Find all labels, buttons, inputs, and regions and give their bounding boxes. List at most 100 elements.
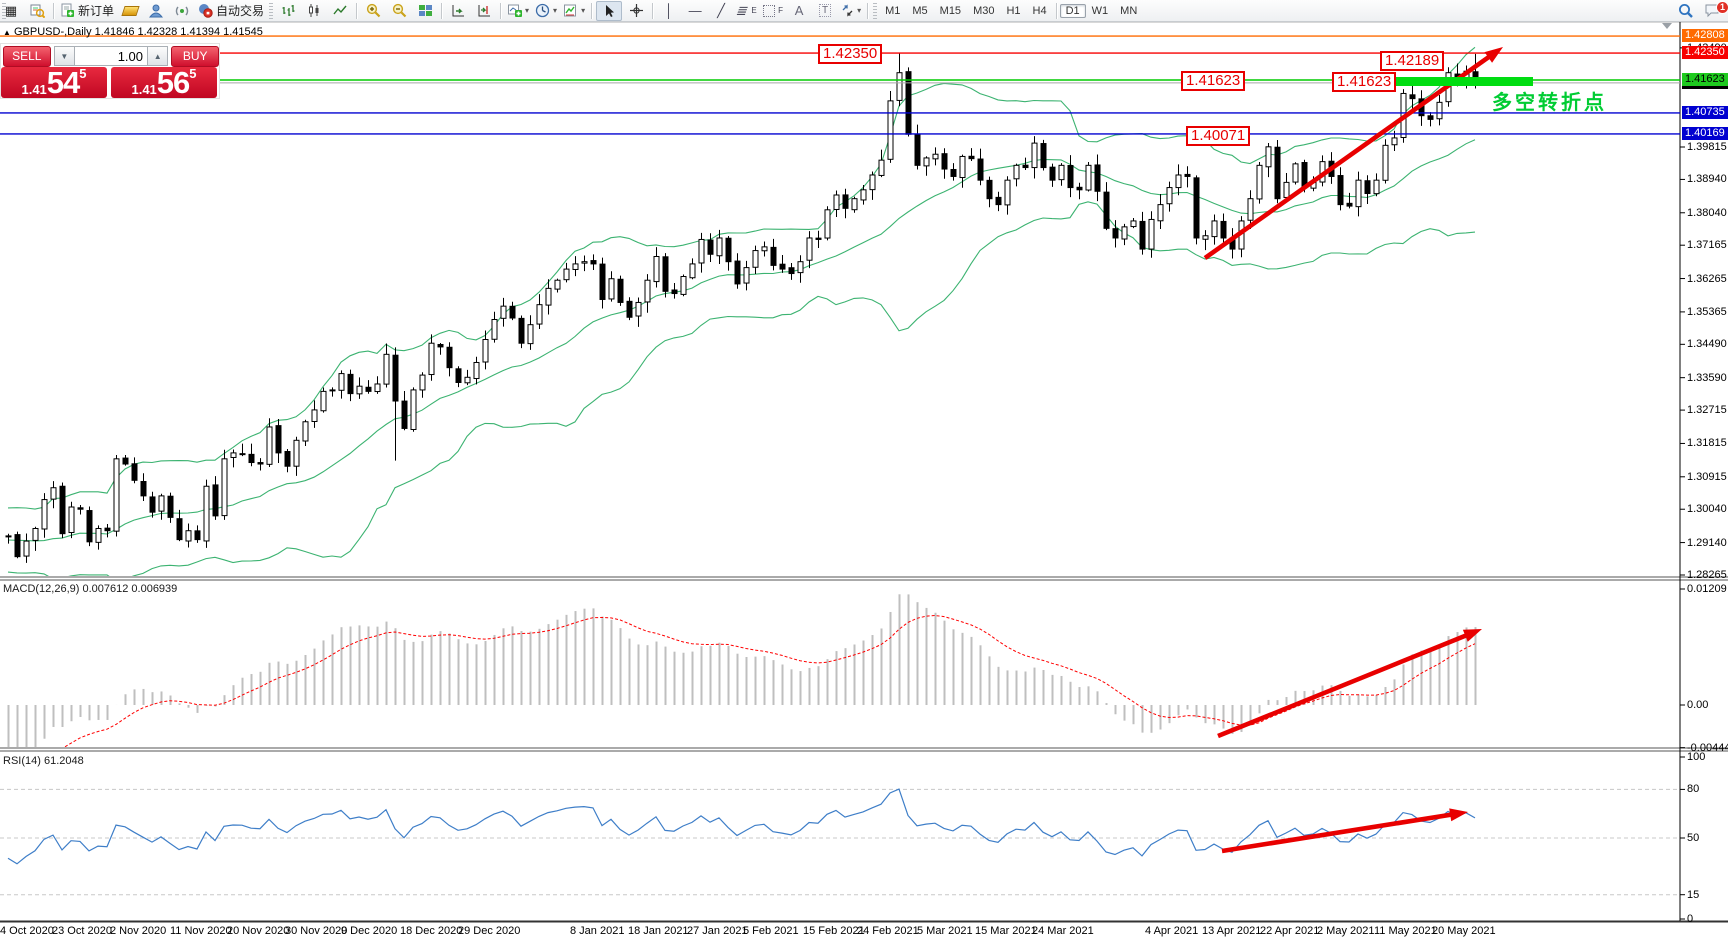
macd-tick--0.004446: -0.004446 bbox=[1687, 742, 1728, 754]
candle-body bbox=[23, 540, 30, 557]
candle-body bbox=[239, 453, 246, 456]
timeframe-m1[interactable]: M1 bbox=[885, 4, 901, 17]
date-label: 11 Nov 2020 bbox=[170, 925, 232, 937]
chart-shift-button[interactable] bbox=[472, 2, 496, 20]
buy-price-prefix: 1.41 bbox=[131, 82, 157, 97]
chart-window-icon[interactable]: ▦ bbox=[0, 2, 23, 20]
text-tool[interactable]: A bbox=[787, 2, 811, 20]
shapes-arrows-icon bbox=[842, 4, 853, 17]
buy-button[interactable]: BUY bbox=[171, 45, 219, 67]
candle-body bbox=[1166, 187, 1173, 205]
deposit-button[interactable] bbox=[118, 2, 142, 20]
candle-body bbox=[86, 510, 93, 543]
volume-increase-button[interactable]: ▲ bbox=[147, 46, 169, 66]
market-watch-button[interactable] bbox=[25, 2, 49, 20]
timeframe-m15[interactable]: M15 bbox=[939, 4, 962, 17]
search-button[interactable] bbox=[1674, 2, 1698, 20]
bar-chart-button[interactable] bbox=[276, 2, 300, 20]
candle-body bbox=[680, 276, 687, 295]
zoom-in-button[interactable] bbox=[361, 2, 385, 20]
auto-scroll-button[interactable] bbox=[446, 2, 470, 20]
chart-ohlc-values: 1.41846 1.42328 1.41394 1.41545 bbox=[94, 26, 263, 38]
candle-body bbox=[1175, 174, 1182, 189]
toolbar-drag-handle[interactable] bbox=[2, 2, 6, 19]
date-label: 2 May 2021 bbox=[1317, 925, 1375, 937]
new-order-button[interactable]: 新订单 bbox=[58, 2, 116, 20]
rsi-tick-80: 80 bbox=[1687, 783, 1700, 795]
price-annotation-1.41623: 1.41623 bbox=[1332, 72, 1397, 92]
price-tag-1.40169: 1.40169 bbox=[1682, 127, 1728, 140]
rsi-line bbox=[7, 788, 1476, 865]
candle-body bbox=[5, 535, 12, 538]
crosshair-tool-button[interactable] bbox=[624, 2, 648, 20]
timeframe-h1[interactable]: H1 bbox=[1006, 4, 1021, 17]
candle-body bbox=[1067, 165, 1074, 189]
trendline-tool[interactable]: ╱ bbox=[709, 2, 733, 20]
date-label: 23 Oct 2020 bbox=[52, 925, 112, 937]
date-label: 22 Apr 2021 bbox=[1260, 925, 1320, 937]
candle-body bbox=[230, 452, 237, 458]
new-chart-button[interactable]: ▾ bbox=[505, 2, 531, 20]
candle-body bbox=[959, 155, 966, 179]
price-tick-1.29140: 1.29140 bbox=[1687, 537, 1727, 549]
notifications-button[interactable]: 1 bbox=[1700, 0, 1728, 20]
text-label-tool[interactable]: T bbox=[813, 2, 837, 20]
candle-body bbox=[626, 300, 633, 318]
candle-body bbox=[500, 305, 507, 319]
candle-body bbox=[527, 324, 534, 345]
horizontal-line-tool[interactable]: — bbox=[683, 2, 707, 20]
candle-body bbox=[698, 238, 705, 264]
macd-indicator bbox=[7, 594, 1477, 747]
sell-button[interactable]: SELL bbox=[3, 45, 51, 67]
axis-tick-marks bbox=[1680, 47, 1685, 920]
candlestick-chart-button[interactable] bbox=[302, 2, 326, 20]
cursor-tool-button[interactable] bbox=[596, 0, 623, 21]
buy-price-display[interactable]: 1.41 56 5 bbox=[111, 67, 217, 98]
candle-body bbox=[266, 426, 273, 465]
chart-shift-marker[interactable] bbox=[1662, 23, 1672, 29]
candle-body bbox=[338, 373, 345, 391]
volume-decrease-button[interactable]: ▼ bbox=[53, 46, 75, 66]
candle-body bbox=[1391, 137, 1398, 146]
tile-windows-button[interactable] bbox=[413, 2, 437, 20]
community-button[interactable] bbox=[144, 2, 168, 20]
date-label: 4 Oct 2020 bbox=[0, 925, 54, 937]
candle-body bbox=[1139, 220, 1146, 250]
zoom-out-button[interactable] bbox=[387, 2, 411, 20]
candle-body bbox=[284, 451, 291, 467]
candle-body bbox=[734, 260, 741, 285]
fibonacci-tool[interactable]: ≣ E bbox=[735, 2, 759, 20]
timeframe-w1[interactable]: W1 bbox=[1091, 4, 1109, 17]
candle-body bbox=[572, 263, 579, 270]
periods-button[interactable]: ▾ bbox=[533, 2, 559, 20]
indicators-button[interactable]: ▾ bbox=[561, 2, 587, 20]
candle-body bbox=[1247, 198, 1254, 221]
timeframe-h4[interactable]: H4 bbox=[1032, 4, 1047, 17]
trend-arrows[interactable] bbox=[1203, 47, 1503, 854]
volume-input[interactable] bbox=[75, 46, 147, 66]
shapes-tool[interactable]: ▾ bbox=[839, 2, 863, 20]
timeframe-m30[interactable]: M30 bbox=[973, 4, 995, 17]
vertical-line-tool[interactable]: │ bbox=[657, 2, 681, 20]
price-annotation-1.41623: 1.41623 bbox=[1181, 71, 1246, 91]
candle-body bbox=[356, 385, 363, 395]
cursor-arrow-icon bbox=[605, 4, 614, 17]
candle-body bbox=[905, 71, 912, 135]
candle-body bbox=[158, 495, 165, 512]
candle-body bbox=[509, 305, 516, 319]
timeframe-d1[interactable]: D1 bbox=[1059, 3, 1086, 18]
timeframe-m5[interactable]: M5 bbox=[912, 4, 928, 17]
candle-body bbox=[446, 346, 453, 369]
timeframe-mn[interactable]: MN bbox=[1120, 4, 1138, 17]
line-chart-button[interactable] bbox=[328, 2, 352, 20]
signals-button[interactable] bbox=[170, 2, 194, 20]
autotrading-button[interactable]: 自动交易 bbox=[196, 2, 266, 20]
candle-body bbox=[347, 373, 354, 395]
candle-body bbox=[932, 153, 939, 160]
candle-body bbox=[248, 453, 255, 464]
sell-price-display[interactable]: 1.41 54 5 bbox=[1, 67, 107, 98]
vertical-line-icon: │ bbox=[665, 3, 674, 18]
candle-body bbox=[563, 268, 570, 281]
fibo-grid-tool[interactable]: F bbox=[761, 2, 785, 20]
